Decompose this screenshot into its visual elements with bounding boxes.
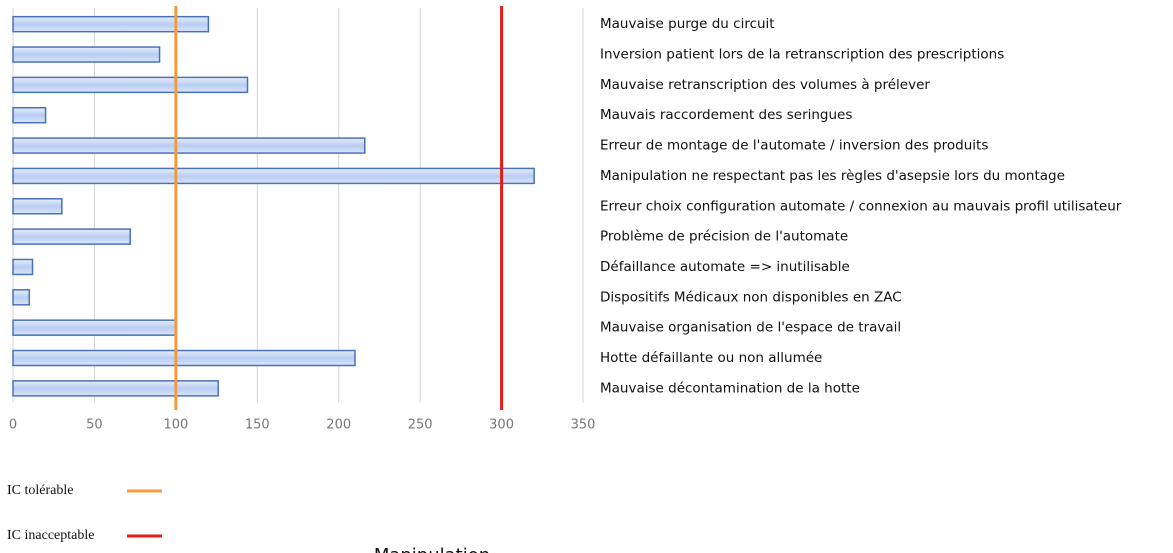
- bar: [12, 46, 161, 63]
- x-tick-label: 350: [571, 418, 596, 433]
- category-label: Dispositifs Médicaux non disponibles en …: [600, 289, 902, 305]
- category-label: Problème de précision de l'automate: [600, 229, 848, 245]
- bar: [12, 15, 210, 33]
- category-label: Mauvais raccordement des seringues: [600, 107, 852, 123]
- bar: [12, 289, 31, 306]
- legend-label: IC inacceptable: [7, 528, 94, 543]
- x-tick-label: 150: [245, 418, 270, 433]
- legend-label: IC tolérable: [7, 483, 73, 498]
- bar: [12, 167, 535, 185]
- bar: [12, 380, 219, 397]
- category-label: Hotte défaillante ou non allumée: [600, 350, 822, 366]
- bar: [12, 106, 47, 124]
- bar: [12, 137, 366, 154]
- x-tick-label: 200: [326, 418, 351, 433]
- x-tick-label: 0: [9, 418, 17, 433]
- category-label: Défaillance automate => inutilisable: [600, 259, 850, 275]
- x-tick-label: 50: [86, 418, 103, 433]
- chart-subtitle: Manipulation: [374, 545, 490, 553]
- category-label: Mauvaise retranscription des volumes à p…: [600, 77, 930, 93]
- bar: [12, 258, 34, 276]
- category-label: Mauvaise purge du circuit: [600, 16, 775, 32]
- category-label: Manipulation ne respectant pas les règle…: [600, 168, 1065, 184]
- x-tick-label: 250: [408, 418, 433, 433]
- bar: [12, 76, 249, 94]
- category-label: Mauvaise décontamination de la hotte: [600, 380, 860, 396]
- category-label: Inversion patient lors de la retranscrip…: [600, 47, 1004, 63]
- bar: [12, 319, 177, 336]
- x-tick-label: 100: [163, 418, 188, 433]
- bar: [12, 349, 356, 367]
- bar: [12, 198, 63, 215]
- category-label: Erreur choix configuration automate / co…: [600, 198, 1122, 214]
- x-tick-label: 300: [489, 418, 514, 433]
- bar: [12, 228, 132, 245]
- category-label: Mauvaise organisation de l'espace de tra…: [600, 320, 901, 336]
- category-label: Erreur de montage de l'automate / invers…: [600, 138, 988, 154]
